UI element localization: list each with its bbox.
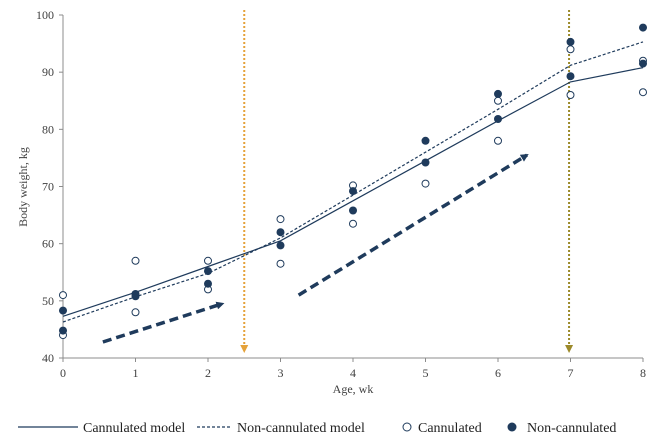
point-cannulated	[59, 291, 67, 300]
point-non-cannulated	[494, 115, 502, 123]
point-cannulated	[566, 45, 575, 54]
point-non-cannulated	[639, 23, 647, 32]
point-non-cannulated	[349, 206, 357, 215]
y-tick-label: 70	[42, 180, 54, 194]
point-cannulated	[349, 219, 357, 228]
x-axis-title: Age, wk	[333, 382, 374, 396]
x-tick-label: 1	[133, 366, 139, 380]
x-tick-label: 8	[640, 366, 646, 380]
point-non-cannulated	[59, 326, 67, 335]
point-cannulated	[131, 256, 140, 265]
x-tick-label: 5	[423, 366, 429, 380]
y-tick-label: 50	[42, 294, 54, 308]
x-tick-label: 3	[278, 366, 284, 380]
y-tick-group: 40 50 60 70 80 90 100	[36, 8, 63, 365]
point-cannulated	[494, 136, 502, 145]
point-non-cannulated	[566, 72, 575, 81]
x-tick-label: 6	[495, 366, 501, 380]
point-non-cannulated	[131, 292, 140, 301]
point-non-cannulated	[421, 136, 430, 145]
point-cannulated	[276, 259, 285, 268]
x-tick-label: 0	[60, 366, 66, 380]
point-cannulated	[421, 179, 430, 188]
legend-label-non-cannulated: Non-cannulated	[527, 421, 616, 436]
point-non-cannulated	[566, 37, 575, 46]
y-tick-label: 100	[36, 8, 54, 22]
y-tick-label: 40	[42, 351, 54, 365]
trend-arrows	[102, 153, 529, 344]
y-tick-label: 60	[42, 237, 54, 251]
point-non-cannulated	[204, 279, 212, 288]
trend-arrow	[102, 301, 225, 344]
point-cannulated	[494, 96, 502, 105]
vertical-marker-arrowhead	[240, 345, 249, 353]
y-tick-label: 80	[42, 122, 54, 136]
point-cannulated	[566, 91, 575, 99]
point-non-cannulated	[204, 267, 212, 276]
point-non-cannulated	[349, 187, 357, 196]
point-non-cannulated	[421, 158, 430, 167]
point-non-cannulated	[59, 306, 67, 315]
legend: Cannulated model Non-cannulated model Ca…	[18, 421, 616, 436]
point-non-cannulated	[276, 228, 285, 237]
point-cannulated	[276, 215, 285, 224]
vertical-marker-arrowhead	[565, 345, 574, 353]
point-cannulated	[204, 256, 212, 265]
y-tick-label: 90	[42, 65, 54, 79]
data-points	[59, 23, 647, 340]
point-non-cannulated	[639, 59, 647, 68]
legend-label-non-cannulated-model: Non-cannulated model	[237, 421, 365, 436]
series-line-cannulated-model	[62, 67, 644, 317]
point-cannulated	[131, 308, 140, 317]
y-axis-title: Body weight, kg	[16, 147, 30, 227]
legend-label-cannulated-model: Cannulated model	[83, 421, 185, 436]
point-cannulated	[639, 88, 647, 97]
point-non-cannulated	[276, 241, 285, 250]
x-tick-label: 4	[350, 366, 356, 380]
vertical-markers	[240, 10, 574, 353]
x-tick-label: 7	[568, 366, 574, 380]
trend-arrow	[297, 153, 529, 297]
x-tick-group: 0 1 2 3 4 5 6 7 8	[60, 358, 646, 380]
legend-label-cannulated: Cannulated	[418, 421, 482, 436]
x-tick-label: 2	[205, 366, 211, 380]
legend-swatch-cannulated	[402, 422, 412, 432]
legend-swatch-non-cannulated	[507, 422, 517, 432]
point-non-cannulated	[494, 89, 502, 98]
